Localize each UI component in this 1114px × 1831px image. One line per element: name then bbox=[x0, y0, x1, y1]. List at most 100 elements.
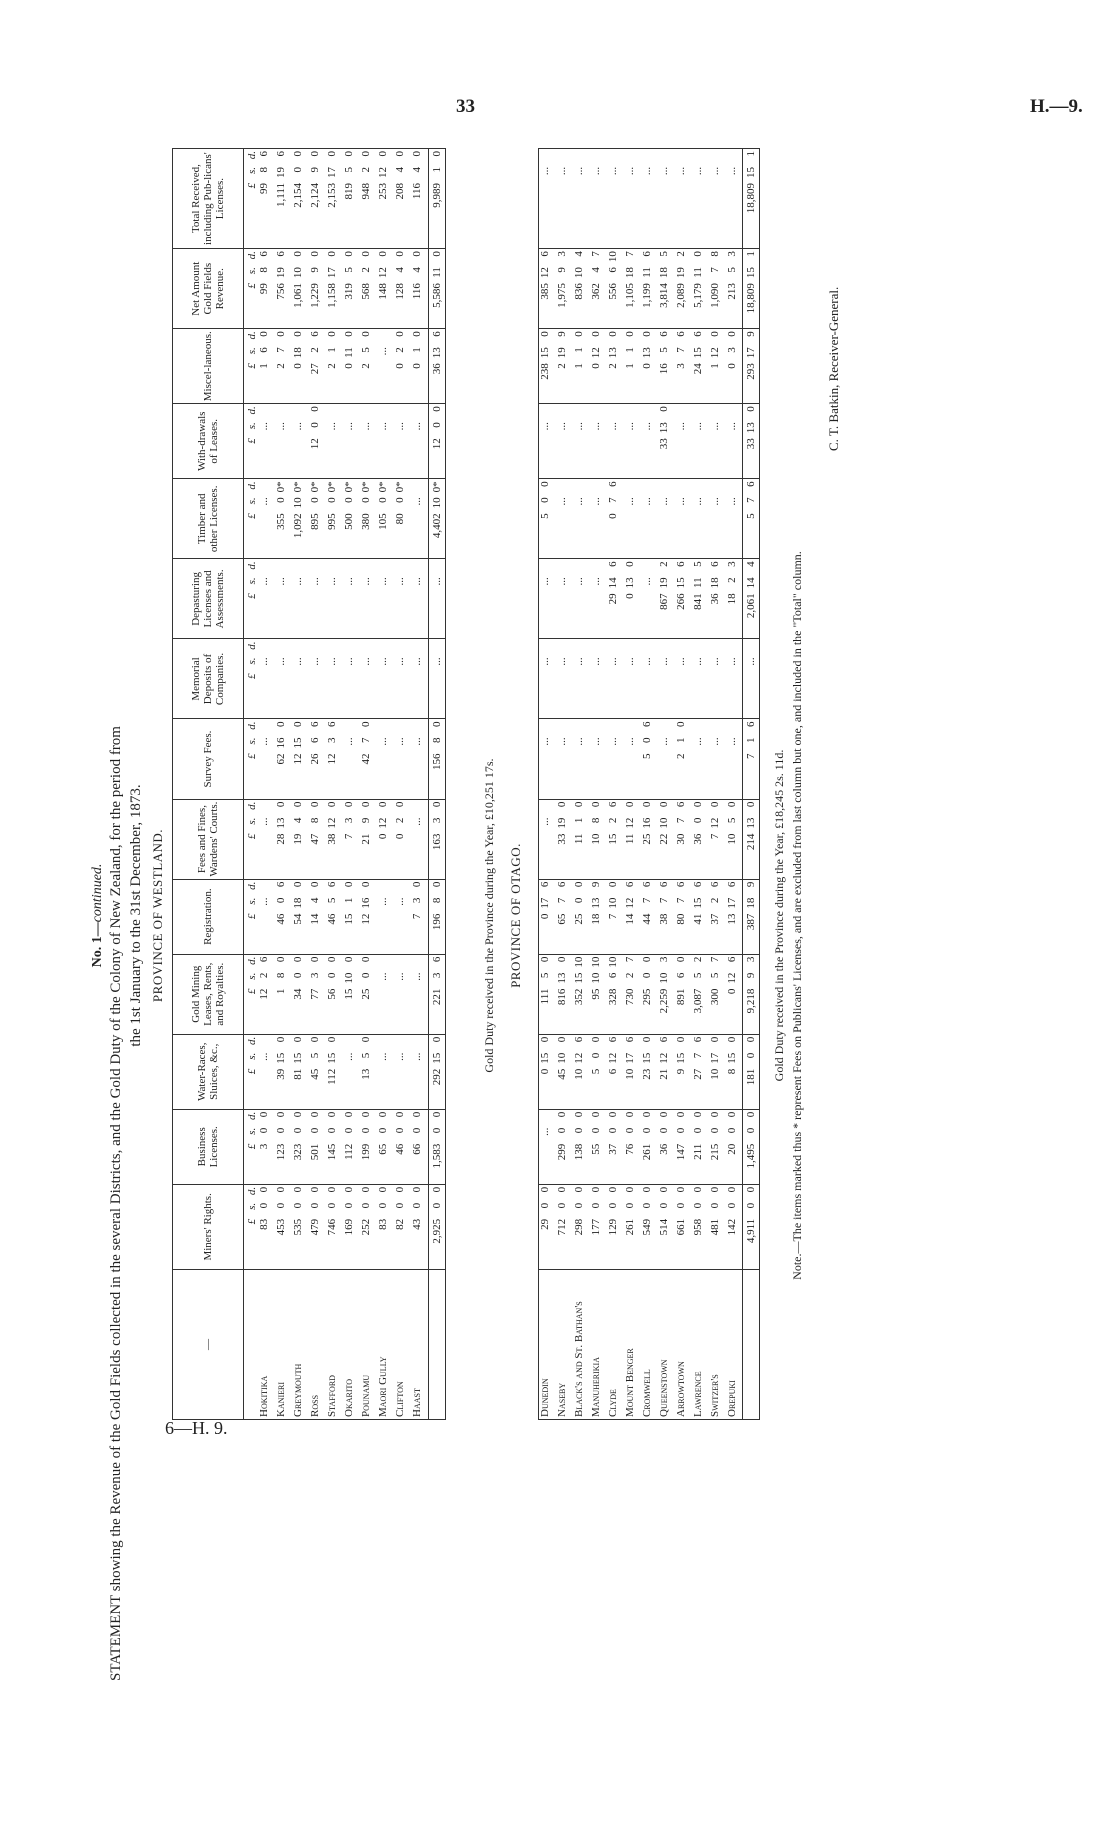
value-cell: ... bbox=[258, 1034, 275, 1110]
pence: 0 bbox=[606, 1111, 619, 1118]
shillings: 10 bbox=[589, 972, 602, 984]
empty-mark: ... bbox=[343, 577, 355, 586]
amount: ... bbox=[394, 561, 406, 636]
amount: 138 0 0 bbox=[573, 1112, 585, 1182]
value-cell: 15 1 0 bbox=[343, 879, 360, 955]
value-cell: 123 0 0 bbox=[275, 1109, 292, 1185]
pence: 0 bbox=[674, 721, 687, 728]
value-cell: 746 0 0 bbox=[326, 1184, 343, 1270]
pounds: 83 bbox=[258, 1218, 270, 1230]
pounds: 5,586 bbox=[430, 283, 443, 308]
header-row: — Miners' Rights. Business Licenses. Water-… bbox=[172, 148, 244, 1420]
amount: 25 16 0 bbox=[641, 802, 653, 877]
unit-label: £ bbox=[246, 988, 258, 995]
shillings: 8 bbox=[258, 167, 270, 173]
pounds: 215 bbox=[708, 1143, 721, 1161]
pence: 0 bbox=[691, 1111, 704, 1118]
pounds: 29 bbox=[606, 593, 619, 605]
shillings: 2 bbox=[309, 347, 321, 353]
value-cell: 38 12 0 bbox=[326, 799, 343, 880]
shillings: 0 bbox=[674, 1127, 687, 1134]
shillings: 4 bbox=[589, 267, 602, 273]
shillings: 0 bbox=[275, 897, 287, 904]
amount: ... bbox=[675, 406, 687, 476]
value-cell: 1,158 17 0 bbox=[326, 248, 343, 329]
total-cell: 1,495 0 0 bbox=[742, 1109, 760, 1185]
amount: 1,199 11 6 bbox=[641, 251, 653, 326]
amount: 385 12 6 bbox=[539, 251, 551, 326]
pence: 0 bbox=[309, 251, 321, 257]
amount: 352 15 10 bbox=[573, 957, 585, 1032]
value-cell: 816 13 0 bbox=[555, 954, 573, 1035]
shillings: 8 bbox=[275, 972, 287, 979]
shillings: 0 bbox=[745, 1202, 757, 1209]
amount: ... bbox=[394, 957, 406, 1032]
pounds: 0 bbox=[725, 363, 738, 369]
district-name: Hokitika bbox=[258, 1375, 270, 1417]
pence: 0 bbox=[430, 406, 443, 412]
amount: 3,087 5 2 bbox=[692, 957, 704, 1032]
amount: ... bbox=[556, 151, 568, 246]
pence: 0 bbox=[360, 151, 372, 157]
amount: ... bbox=[573, 406, 585, 476]
value-cell: 20 0 0 bbox=[725, 1109, 743, 1185]
shillings: 19 bbox=[674, 267, 687, 279]
shillings: 0 bbox=[326, 497, 338, 503]
total-cell: 2,061 14 4 bbox=[742, 558, 760, 639]
amount: 181 0 0 bbox=[745, 1037, 757, 1107]
shillings: 15 bbox=[691, 347, 704, 359]
shillings: 0 bbox=[275, 1202, 287, 1209]
pence: 0 bbox=[657, 1186, 670, 1193]
shillings: 0 bbox=[343, 1127, 355, 1134]
amount: ... bbox=[360, 641, 372, 716]
value-cell: 27 7 6 bbox=[691, 1034, 709, 1110]
value-cell: 0 12 6 bbox=[725, 954, 743, 1035]
value-cell: ... bbox=[377, 558, 394, 639]
shillings: 11 bbox=[691, 267, 704, 278]
shillings: 15 bbox=[539, 347, 551, 359]
continued-label: No. 1— bbox=[90, 922, 105, 968]
amount: 948 2 0 bbox=[360, 151, 372, 246]
value-cell: 177 0 0 bbox=[589, 1184, 607, 1270]
pence: 3 bbox=[725, 251, 738, 257]
empty-mark: ... bbox=[674, 166, 687, 176]
pounds: 95 bbox=[589, 988, 602, 1000]
value-cell: 112 0 0 bbox=[343, 1109, 360, 1185]
pence: 0 bbox=[309, 1111, 321, 1118]
shillings: 8 bbox=[309, 817, 321, 824]
value-cell: 2,153 17 0 bbox=[326, 148, 343, 249]
amount: ... bbox=[411, 481, 423, 556]
value-cell: 1,061 10 0 bbox=[292, 248, 309, 329]
empty-mark: ... bbox=[691, 657, 704, 666]
pounds: 16 bbox=[657, 363, 670, 375]
amount: ... bbox=[539, 151, 551, 246]
value-cell: 128 4 0 bbox=[394, 248, 411, 329]
amount: 37 0 0 bbox=[607, 1112, 619, 1182]
amount: 12 16 0 bbox=[360, 882, 372, 952]
value-cell: 116 4 0 bbox=[411, 148, 428, 249]
value-cell: 15 10 0 bbox=[343, 954, 360, 1035]
amount: ... bbox=[641, 481, 653, 556]
pounds: 4,911 bbox=[745, 1218, 757, 1244]
value-cell: 2,089 19 2 bbox=[674, 248, 692, 329]
value-cell: ... bbox=[309, 558, 326, 639]
shillings: 0 bbox=[745, 1127, 757, 1134]
shillings: 0 bbox=[674, 1202, 687, 1209]
amount: 568 2 0 bbox=[360, 251, 372, 326]
shillings: 6 bbox=[606, 972, 619, 979]
value-cell: 46 0 6 bbox=[275, 879, 292, 955]
empty-mark: ... bbox=[708, 737, 721, 746]
pounds: 535 bbox=[292, 1218, 304, 1236]
column-header: Timber and other Licenses. bbox=[172, 478, 244, 559]
pence: 6 bbox=[623, 1036, 636, 1043]
pounds: 37 bbox=[708, 913, 721, 925]
amount: ... bbox=[411, 641, 423, 716]
pounds: 77 bbox=[309, 988, 321, 1000]
pence: 0 bbox=[725, 801, 738, 808]
value-cell: ... bbox=[411, 1034, 428, 1110]
amount: 34 0 0 bbox=[292, 957, 304, 1032]
pounds: 479 bbox=[309, 1218, 321, 1236]
pence: 0 bbox=[555, 1186, 568, 1193]
value-cell: 147 0 0 bbox=[674, 1109, 692, 1185]
